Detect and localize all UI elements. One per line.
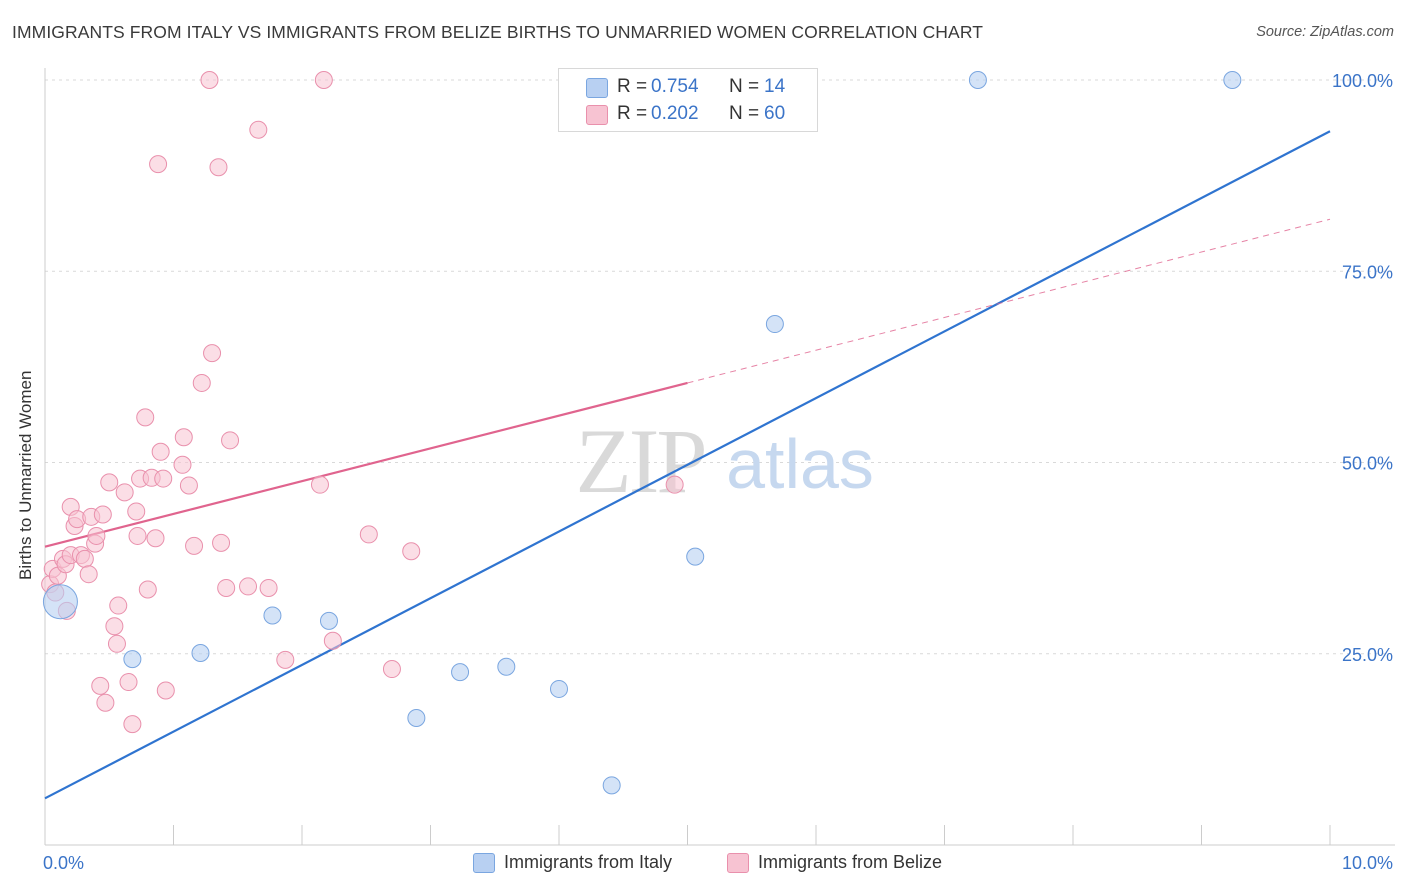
r-label: R =: [617, 76, 648, 97]
belize-point: [259, 578, 278, 597]
belize-point: [209, 158, 228, 177]
belize-point: [239, 577, 258, 596]
belize-point: [156, 681, 175, 700]
legend-row-italy: R = 0.754 N = 14: [559, 74, 817, 102]
belize-point: [91, 676, 110, 695]
y-tick-label: 100.0%: [1332, 71, 1393, 91]
belize-point: [221, 431, 240, 450]
italy-point: [765, 315, 784, 334]
n-label: N =: [729, 76, 760, 97]
belize-point: [212, 533, 231, 552]
belize-point: [79, 565, 98, 584]
y-tick-label: 75.0%: [1342, 262, 1393, 282]
trend-layer: [44, 130, 1331, 800]
belize-point: [151, 442, 170, 461]
x-tick-label: 0.0%: [43, 853, 84, 873]
belize-point: [173, 455, 192, 474]
belize-point: [217, 578, 236, 597]
belize-point: [149, 155, 168, 174]
belize-point: [276, 650, 295, 669]
grid-layer: [45, 79, 1395, 655]
belize-point: [179, 476, 198, 495]
belize-point: [136, 408, 155, 427]
belize-point: [192, 373, 211, 392]
belize-point: [93, 505, 112, 524]
axis-layer: [44, 68, 1395, 846]
belize-point: [100, 473, 119, 492]
italy-point: [191, 643, 210, 662]
belize-point: [314, 71, 333, 89]
belize-trend-extension: [687, 218, 1331, 384]
tick-label-layer: 25.0% 50.0% 75.0% 100.0% 0.0% 10.0%: [43, 71, 1393, 873]
belize-point: [402, 542, 421, 561]
belize-point: [75, 549, 94, 568]
italy-point: [497, 657, 516, 676]
belize-point: [138, 580, 157, 599]
italy-swatch: [473, 853, 495, 873]
italy-point: [407, 709, 426, 728]
belize-point: [174, 428, 193, 447]
points-layer: [41, 71, 1242, 795]
r-value: 0.754: [651, 76, 699, 97]
belize-point: [665, 475, 684, 494]
watermark-atlas: atlas: [726, 425, 874, 503]
belize-point: [249, 120, 268, 139]
italy-point: [602, 776, 621, 795]
r-label: R =: [617, 103, 648, 124]
r-value: 0.202: [651, 103, 699, 124]
belize-point: [119, 673, 138, 692]
belize-point: [200, 71, 219, 89]
italy-swatch: [586, 78, 608, 98]
belize-point: [323, 631, 342, 650]
x-tick-label: 10.0%: [1342, 853, 1393, 873]
italy-point: [550, 679, 568, 698]
belize-point: [105, 617, 124, 636]
n-label: N =: [729, 103, 760, 124]
belize-point: [87, 526, 106, 545]
n-value: 60: [764, 103, 786, 124]
y-tick-label: 50.0%: [1342, 454, 1393, 474]
italy-point: [263, 606, 282, 625]
italy-point: [319, 611, 338, 630]
belize-point: [185, 536, 204, 555]
legend-label-belize: Immigrants from Belize: [758, 852, 943, 872]
belize-point: [115, 483, 134, 502]
correlation-legend: R = 0.754 N = 14 R = 0.202 N = 60: [558, 68, 818, 132]
belize-point: [203, 344, 222, 363]
belize-point: [128, 526, 147, 545]
belize-swatch: [727, 853, 749, 873]
belize-point: [109, 596, 128, 615]
italy-point: [123, 650, 142, 669]
watermark-zip: ZIP: [576, 410, 705, 512]
belize-point: [146, 529, 165, 548]
belize-point: [154, 469, 173, 488]
chart-title: IMMIGRANTS FROM ITALY VS IMMIGRANTS FROM…: [12, 22, 984, 42]
belize-point: [127, 502, 146, 521]
belize-trend-line: [44, 381, 688, 548]
italy-point: [451, 663, 470, 682]
belize-point: [359, 525, 378, 544]
belize-point: [310, 475, 329, 494]
legend-row-belize: R = 0.202 N = 60: [559, 101, 817, 129]
y-tick-label: 25.0%: [1342, 645, 1393, 665]
belize-point: [123, 715, 142, 734]
legend-label-italy: Immigrants from Italy: [504, 852, 673, 872]
y-axis-label: Births to Unmarried Women: [16, 370, 35, 580]
source-credit: Source: ZipAtlas.com: [1256, 24, 1394, 40]
italy-trend-line: [44, 130, 1331, 800]
belize-point: [382, 660, 401, 679]
belize-point: [96, 693, 115, 712]
italy-point: [1223, 71, 1242, 89]
italy-point: [42, 584, 78, 620]
belize-swatch: [586, 105, 608, 125]
n-value: 14: [764, 76, 786, 97]
italy-point: [968, 71, 987, 89]
watermark: ZIP atlas: [576, 410, 874, 512]
italy-point: [686, 547, 705, 566]
belize-point: [107, 634, 126, 653]
